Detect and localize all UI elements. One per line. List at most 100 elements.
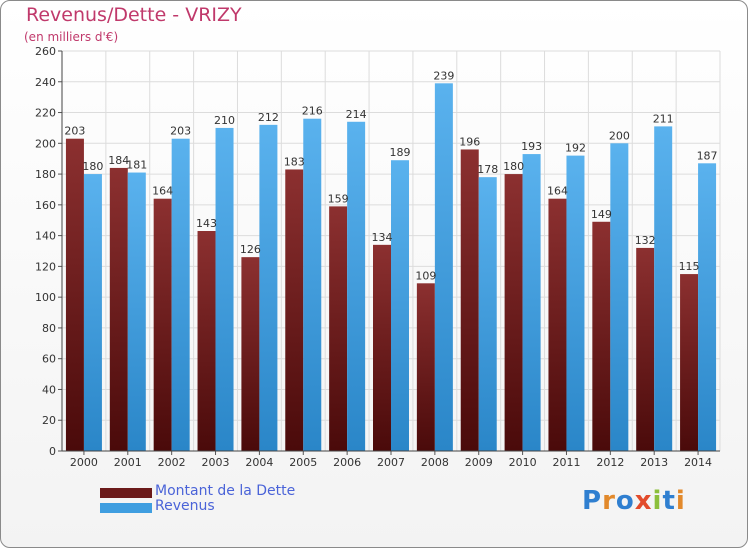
bar-revenus bbox=[83, 174, 102, 452]
bar-revenus bbox=[434, 83, 453, 452]
bar-revenus bbox=[478, 177, 497, 451]
bar-debt bbox=[197, 231, 216, 451]
data-label-revenus: 200 bbox=[609, 129, 630, 142]
data-label-revenus: 214 bbox=[346, 108, 367, 121]
bar-debt bbox=[373, 244, 391, 451]
bar-debt bbox=[109, 167, 128, 451]
x-tick-label: 2001 bbox=[114, 456, 142, 469]
logo-letter: P bbox=[582, 486, 603, 516]
y-tick-label: 100 bbox=[35, 291, 56, 304]
bar-revenus bbox=[127, 172, 146, 452]
data-label-debt: 132 bbox=[635, 234, 656, 247]
data-label-debt: 159 bbox=[328, 192, 349, 205]
bar-revenus bbox=[391, 160, 409, 451]
bar-revenus bbox=[215, 127, 234, 451]
bar-debt bbox=[329, 206, 348, 451]
data-label-revenus: 216 bbox=[302, 105, 323, 118]
data-label-revenus: 212 bbox=[258, 111, 279, 124]
y-tick-label: 200 bbox=[35, 137, 56, 150]
bar-debt bbox=[680, 274, 699, 451]
x-tick-label: 2005 bbox=[289, 456, 317, 469]
x-tick-label: 2000 bbox=[70, 456, 98, 469]
legend-label-debt: Montant de la Dette bbox=[155, 483, 296, 499]
y-tick-label: 80 bbox=[42, 322, 56, 335]
data-label-debt: 196 bbox=[459, 135, 480, 148]
data-label-debt: 149 bbox=[591, 208, 612, 221]
chart-subtitle: (en milliers d'€) bbox=[24, 30, 119, 44]
legend-swatch-debt bbox=[100, 488, 152, 498]
bar-debt bbox=[548, 198, 567, 451]
data-label-revenus: 180 bbox=[82, 160, 103, 173]
x-tick-label: 2010 bbox=[509, 456, 537, 469]
legend-swatch-revenus bbox=[100, 503, 152, 513]
bar-debt bbox=[592, 221, 611, 451]
data-label-debt: 134 bbox=[372, 231, 393, 244]
y-tick-label: 220 bbox=[35, 107, 56, 120]
data-label-revenus: 203 bbox=[170, 125, 191, 138]
data-label-revenus: 211 bbox=[653, 112, 674, 125]
y-tick-label: 20 bbox=[42, 414, 56, 427]
bar-revenus bbox=[259, 124, 278, 451]
data-label-revenus: 239 bbox=[433, 69, 454, 82]
y-tick-label: 120 bbox=[35, 260, 56, 273]
legend-label-revenus: Revenus bbox=[155, 498, 215, 514]
data-label-debt: 203 bbox=[64, 125, 85, 138]
x-tick-label: 2013 bbox=[640, 456, 668, 469]
bar-revenus bbox=[303, 118, 322, 451]
bar-revenus bbox=[566, 155, 585, 451]
data-label-revenus: 187 bbox=[697, 149, 718, 162]
data-label-revenus: 193 bbox=[521, 140, 542, 153]
data-label-revenus: 192 bbox=[565, 142, 586, 155]
logo-letter: i bbox=[675, 486, 686, 516]
bar-debt bbox=[65, 138, 84, 451]
data-label-debt: 180 bbox=[503, 160, 524, 173]
data-label-revenus: 189 bbox=[390, 146, 411, 159]
y-tick-label: 260 bbox=[35, 45, 56, 58]
bar-debt bbox=[460, 149, 479, 451]
x-tick-label: 2004 bbox=[245, 456, 273, 469]
bar-debt bbox=[241, 257, 260, 451]
data-label-debt: 183 bbox=[284, 155, 305, 168]
data-label-revenus: 181 bbox=[126, 159, 147, 172]
y-tick-label: 60 bbox=[42, 353, 56, 366]
proxiti-logo: Proxiti bbox=[582, 486, 686, 516]
bar-debt bbox=[636, 247, 655, 451]
bar-revenus bbox=[698, 163, 717, 452]
data-label-debt: 143 bbox=[196, 217, 217, 230]
bar-debt bbox=[416, 283, 435, 451]
y-tick-label: 40 bbox=[42, 383, 56, 396]
data-label-revenus: 210 bbox=[214, 114, 235, 127]
bar-revenus bbox=[347, 121, 366, 452]
logo-letter: i bbox=[652, 486, 663, 516]
y-tick-label: 240 bbox=[35, 76, 56, 89]
data-label-debt: 164 bbox=[152, 185, 173, 198]
logo-letter: t bbox=[662, 486, 676, 516]
y-tick-label: 140 bbox=[35, 230, 56, 243]
bar-revenus bbox=[522, 154, 541, 452]
data-label-debt: 164 bbox=[547, 185, 568, 198]
bar-debt bbox=[285, 169, 304, 451]
x-tick-label: 2006 bbox=[333, 456, 361, 469]
x-tick-label: 2014 bbox=[684, 456, 712, 469]
data-label-revenus: 178 bbox=[477, 163, 498, 176]
data-label-debt: 109 bbox=[415, 269, 436, 282]
y-tick-label: 0 bbox=[49, 445, 56, 458]
data-label-debt: 126 bbox=[240, 243, 261, 256]
x-tick-label: 2008 bbox=[421, 456, 449, 469]
data-label-debt: 115 bbox=[679, 260, 700, 273]
y-tick-label: 160 bbox=[35, 199, 56, 212]
bar-revenus bbox=[654, 126, 673, 451]
x-tick-label: 2012 bbox=[596, 456, 624, 469]
chart-title: Revenus/Dette - VRIZY bbox=[26, 4, 242, 26]
logo-letter: r bbox=[602, 486, 616, 516]
logo-letter: o bbox=[615, 486, 635, 516]
bar-debt bbox=[153, 198, 172, 451]
bar-revenus bbox=[171, 138, 190, 451]
x-tick-label: 2003 bbox=[202, 456, 230, 469]
y-tick-label: 180 bbox=[35, 168, 56, 181]
logo-letter: x bbox=[634, 486, 653, 516]
x-tick-label: 2002 bbox=[158, 456, 186, 469]
data-label-debt: 184 bbox=[108, 154, 129, 167]
bar-debt bbox=[504, 174, 523, 452]
